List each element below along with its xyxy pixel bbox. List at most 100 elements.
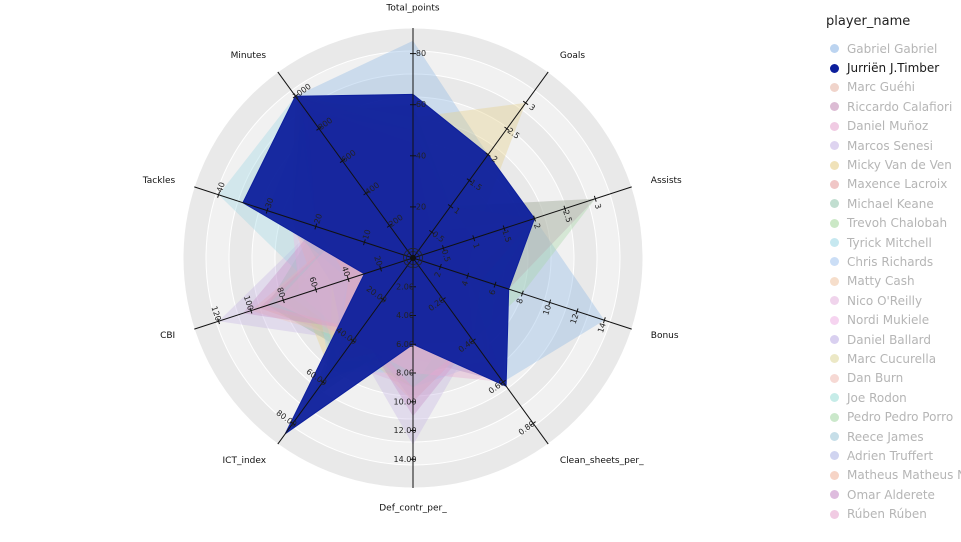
tick-label: 80 [416, 49, 426, 58]
legend-item[interactable]: Nordi Mukiele [810, 310, 961, 329]
legend-marker-icon [830, 393, 839, 403]
radar-chart: 02040608000.511.522.5300.511.522.5302468… [142, 4, 682, 514]
tick-mark [380, 297, 386, 302]
tick-label: 20 [312, 213, 324, 225]
legend-marker-icon [830, 354, 839, 364]
legend-item[interactable]: Nico O'Reilly [810, 291, 961, 310]
tick-label: 4 [460, 280, 470, 288]
legend-item[interactable]: Maxence Lacroix [810, 175, 961, 194]
tick-label: 40 [340, 265, 352, 277]
tick-mark [217, 318, 220, 325]
legend-label: Maxence Lacroix [847, 177, 948, 192]
legend-item[interactable]: Pedro Pedro Porro [810, 407, 961, 426]
axis-label-total-points: Total_points [385, 4, 439, 14]
radar-series-polygons [218, 40, 605, 445]
tick-mark [593, 195, 597, 202]
legend-item[interactable]: Riccardo Calafiori [810, 97, 961, 116]
legend-marker-icon [830, 141, 839, 151]
legend-item[interactable]: Matheus Matheus N [810, 466, 961, 485]
legend-item[interactable]: Rúben Rúben [810, 504, 961, 523]
legend-item[interactable]: Trevoh Chalobah [810, 214, 961, 233]
legend-item[interactable]: Marcos Senesi [810, 136, 961, 155]
legend-item[interactable]: Joe Rodon [810, 388, 961, 407]
legend-item[interactable]: Daniel Muñoz [810, 117, 961, 136]
legend-label: Jurriën J.Timber [847, 61, 940, 76]
tick-mark [466, 178, 473, 183]
tick-label: 0 [405, 247, 415, 255]
legend-marker-icon [830, 160, 839, 170]
tick-label: 0 [405, 262, 415, 270]
legend-item[interactable]: Gabriel Gabriel [810, 39, 961, 58]
legend-label: Matty Cash [847, 274, 915, 289]
legend-item[interactable]: Reece James [810, 427, 961, 446]
tick-mark [410, 255, 416, 261]
tick-label: 0 [410, 262, 420, 270]
axis-label-minutes: Minutes [231, 51, 267, 61]
legend-marker-icon [830, 373, 839, 383]
legend-item[interactable]: Omar Alderete [810, 485, 961, 504]
tick-label: 60 [416, 100, 426, 109]
tick-label: 1 [452, 206, 461, 216]
axis-spoke [277, 257, 414, 445]
tick-label: 0 [415, 248, 424, 258]
axis-spoke [194, 186, 414, 259]
legend-item[interactable]: Chris Richards [810, 252, 961, 271]
tick-mark [438, 263, 442, 270]
legend-label: Nordi Mukiele [847, 313, 930, 328]
legend-marker-icon [830, 82, 839, 92]
legend-marker-icon [830, 102, 839, 112]
tick-label: 0 [415, 258, 424, 268]
tick-mark [533, 215, 536, 222]
tick-mark [563, 205, 567, 212]
tick-mark [386, 223, 393, 228]
legend-label: Marcos Senesi [847, 138, 933, 153]
legend-label: Daniel Ballard [847, 332, 932, 347]
tick-label: 6.00 [396, 340, 414, 349]
legend-label: Micky Van de Ven [847, 158, 952, 173]
axis-spoke [194, 257, 414, 330]
tick-mark [493, 281, 497, 288]
legend-item[interactable]: Daniel Ballard [810, 330, 961, 349]
tick-label: 40 [416, 151, 426, 160]
tick-label: 20 [372, 255, 384, 267]
legend-marker-icon [830, 470, 839, 480]
legend-marker-icon [830, 179, 839, 189]
tick-mark [522, 100, 529, 106]
legend-marker-icon [830, 238, 839, 248]
legend-item[interactable]: Dan Burn [810, 369, 961, 388]
tick-label: 2.5 [561, 209, 573, 224]
tick-label: 1 [471, 242, 481, 250]
radar-axis-spokes [194, 28, 632, 488]
tick-label: 60 [307, 276, 319, 288]
legend-label: Reece James [847, 429, 924, 444]
tick-label: 8 [515, 297, 525, 305]
legend-item[interactable]: Matty Cash [810, 272, 961, 291]
legend-marker-icon [830, 432, 839, 441]
legend-marker-icon [830, 315, 839, 325]
tick-label: 8.00 [396, 369, 414, 378]
legend-label: Pedro Pedro Porro [847, 410, 954, 425]
legend-marker-icon [830, 276, 839, 286]
tick-label: 0 [402, 248, 411, 258]
legend-title: player_name [826, 14, 911, 29]
legend-item[interactable]: Marc Guéhi [810, 78, 961, 97]
tick-mark [217, 191, 220, 198]
legend-label: Daniel Muñoz [847, 119, 929, 134]
legend-label: Marc Cucurella [847, 351, 937, 366]
tick-mark [379, 265, 382, 272]
legend-item[interactable]: Jurriën J.Timber [810, 58, 961, 77]
legend-label: Nico O'Reilly [847, 293, 923, 308]
tick-mark [249, 307, 253, 314]
legend-item[interactable]: Tyrick Mitchell [810, 233, 961, 252]
radar-axis-labels: Total_points Goals Assists Bonus Clean_sheet… [142, 4, 682, 514]
legend-item[interactable]: Micky Van de Ven [810, 155, 961, 174]
tick-mark [502, 225, 506, 232]
legend-item[interactable]: Michael Keane [810, 194, 961, 213]
tick-label: 2 [532, 222, 542, 230]
legend-items: Gabriel Gabriel Jurriën J.Timber Marc Guéh… [810, 39, 961, 524]
legend-label: Adrien Truffert [847, 448, 934, 463]
tick-mark [363, 239, 366, 246]
legend-item[interactable]: Adrien Truffert [810, 446, 961, 465]
axis-label-cbi: CBI [160, 331, 175, 341]
legend-item[interactable]: Marc Cucurella [810, 349, 961, 368]
